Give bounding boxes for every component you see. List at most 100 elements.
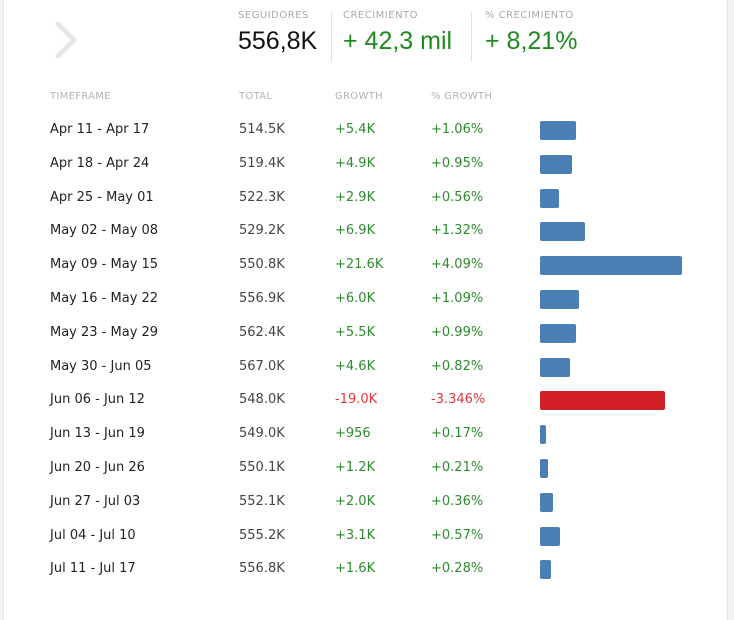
table-row: Jul 04 - Jul 10 555.2K +3.1K +0.57%: [4, 519, 729, 553]
growth-bar: [540, 154, 573, 174]
total-cell: 556.8K: [239, 561, 285, 577]
timeframe-cell: May 23 - May 29: [50, 324, 159, 340]
total-cell: 556.9K: [239, 291, 285, 306]
table-row: May 09 - May 15 550.8K +21.6K +4.09%: [4, 248, 729, 282]
pct-growth-cell: +0.21%: [431, 460, 484, 475]
table-row: Jul 11 - Jul 17 556.8K +1.6K +0.28%: [4, 552, 729, 586]
total-cell: 555.2K: [239, 527, 285, 543]
table-row: Apr 11 - Apr 17 514.5K +5.4K +1.06%: [4, 113, 729, 147]
growth-bar: [540, 391, 665, 411]
pct-growth-cell: -3.346%: [431, 392, 486, 408]
growth-bar: [540, 121, 576, 140]
total-cell: 550.1K: [239, 460, 285, 475]
growth-bar: [540, 526, 561, 546]
timeframe-cell: Apr 25 - May 01: [50, 189, 154, 205]
table-row: Apr 18 - Apr 24 519.4K +4.9K +0.95%: [4, 147, 729, 181]
total-cell: 519.4K: [239, 155, 285, 171]
pct-growth-cell: +0.57%: [431, 527, 484, 543]
growth-bar: [540, 560, 551, 580]
pct-growth-cell: +0.28%: [431, 561, 484, 577]
timeframe-cell: Jul 04 - Jul 10: [50, 527, 136, 543]
pct-growth-cell: +0.56%: [431, 189, 484, 205]
growth-bar: [540, 222, 586, 242]
timeframe-cell: Jun 27 - Jul 03: [50, 493, 141, 509]
table-row: May 16 - May 22 556.9K +6.0K +1.09%: [4, 282, 729, 316]
pct-growth-cell: +1.06%: [431, 122, 484, 137]
followers-value: 556,8K: [238, 27, 318, 55]
pct-growth-cell: +0.82%: [431, 358, 484, 374]
total-cell: 529.2K: [239, 223, 285, 239]
growth-cell: +5.5K: [335, 324, 376, 340]
growth-label: CRECIMIENTO: [343, 10, 419, 21]
growth-cell: +1.6K: [335, 561, 376, 577]
chevron-right-icon[interactable]: [50, 20, 84, 60]
table-row: Jun 20 - Jun 26 550.1K +1.2K +0.21%: [4, 451, 729, 485]
header-total: TOTAL: [239, 91, 273, 102]
growth-cell: +5.4K: [335, 122, 376, 137]
growth-cell: +1.2K: [335, 460, 376, 475]
growth-bar: [540, 425, 547, 445]
total-cell: 549.0K: [239, 426, 285, 442]
pct-growth-cell: +0.17%: [431, 426, 484, 442]
timeframe-cell: May 02 - May 08: [50, 223, 159, 239]
pct-growth-cell: +4.09%: [431, 257, 484, 273]
total-cell: 522.3K: [239, 189, 285, 205]
growth-cell: -19.0K: [335, 392, 378, 408]
growth-bar: [540, 492, 554, 512]
growth-cell: +2.9K: [335, 189, 376, 205]
growth-cell: +4.9K: [335, 155, 376, 171]
pct-growth-cell: +1.09%: [431, 291, 484, 306]
table-row: May 30 - Jun 05 567.0K +4.6K +0.82%: [4, 350, 729, 384]
total-cell: 514.5K: [239, 122, 285, 137]
followers-summary: SEGUIDORES 556,8K: [238, 10, 317, 56]
table-row: May 23 - May 29 562.4K +5.5K +0.99%: [4, 316, 729, 350]
growth-cell: +956: [335, 426, 371, 442]
summary-divider: [331, 12, 332, 62]
pct-growth-summary: % CRECIMIENTO + 8,21%: [485, 10, 577, 56]
timeframe-cell: May 30 - Jun 05: [50, 358, 152, 374]
timeframe-cell: May 16 - May 22: [50, 291, 159, 306]
growth-summary: CRECIMIENTO + 42,3 mil: [343, 10, 452, 56]
timeframe-cell: Jun 20 - Jun 26: [50, 460, 145, 475]
total-cell: 548.0K: [239, 392, 285, 408]
growth-bar: [540, 188, 560, 208]
growth-cell: +6.0K: [335, 291, 376, 306]
pct-growth-cell: +0.95%: [431, 155, 484, 171]
stats-card: SEGUIDORES 556,8K CRECIMIENTO + 42,3 mil…: [3, 0, 728, 620]
timeframe-cell: Jun 13 - Jun 19: [50, 426, 145, 442]
followers-label: SEGUIDORES: [238, 10, 309, 21]
header-timeframe: TIMEFRAME: [50, 91, 111, 102]
total-cell: 562.4K: [239, 324, 285, 340]
table-row: May 02 - May 08 529.2K +6.9K +1.32%: [4, 214, 729, 248]
growth-bar: [540, 290, 580, 309]
timeframe-cell: Jul 11 - Jul 17: [50, 561, 136, 577]
total-cell: 550.8K: [239, 257, 285, 273]
growth-cell: +4.6K: [335, 358, 376, 374]
growth-cell: +3.1K: [335, 527, 376, 543]
growth-value: + 42,3 mil: [343, 27, 453, 55]
table-row: Jun 13 - Jun 19 549.0K +956 +0.17%: [4, 417, 729, 451]
timeframe-cell: Apr 11 - Apr 17: [50, 122, 150, 137]
growth-cell: +2.0K: [335, 493, 376, 509]
growth-cell: +21.6K: [335, 257, 384, 273]
table-row: Jun 06 - Jun 12 548.0K -19.0K -3.346%: [4, 383, 729, 417]
table-row: Jun 27 - Jul 03 552.1K +2.0K +0.36%: [4, 485, 729, 519]
pct-growth-label: % CRECIMIENTO: [485, 10, 574, 21]
header-growth: GROWTH: [335, 91, 383, 102]
header-pct-growth: % GROWTH: [431, 91, 493, 102]
timeframe-cell: Jun 06 - Jun 12: [50, 392, 145, 408]
pct-growth-value: + 8,21%: [485, 27, 578, 55]
pct-growth-cell: +0.36%: [431, 493, 484, 509]
growth-cell: +6.9K: [335, 223, 376, 239]
growth-bar: [540, 357, 571, 377]
summary-divider: [471, 12, 472, 62]
pct-growth-cell: +1.32%: [431, 223, 484, 239]
growth-bar: [540, 256, 682, 276]
timeframe-cell: May 09 - May 15: [50, 257, 159, 273]
timeframe-cell: Apr 18 - Apr 24: [50, 155, 150, 171]
total-cell: 567.0K: [239, 358, 285, 374]
total-cell: 552.1K: [239, 493, 285, 509]
pct-growth-cell: +0.99%: [431, 324, 484, 340]
table-row: Apr 25 - May 01 522.3K +2.9K +0.56%: [4, 181, 729, 215]
growth-bar: [540, 323, 577, 343]
